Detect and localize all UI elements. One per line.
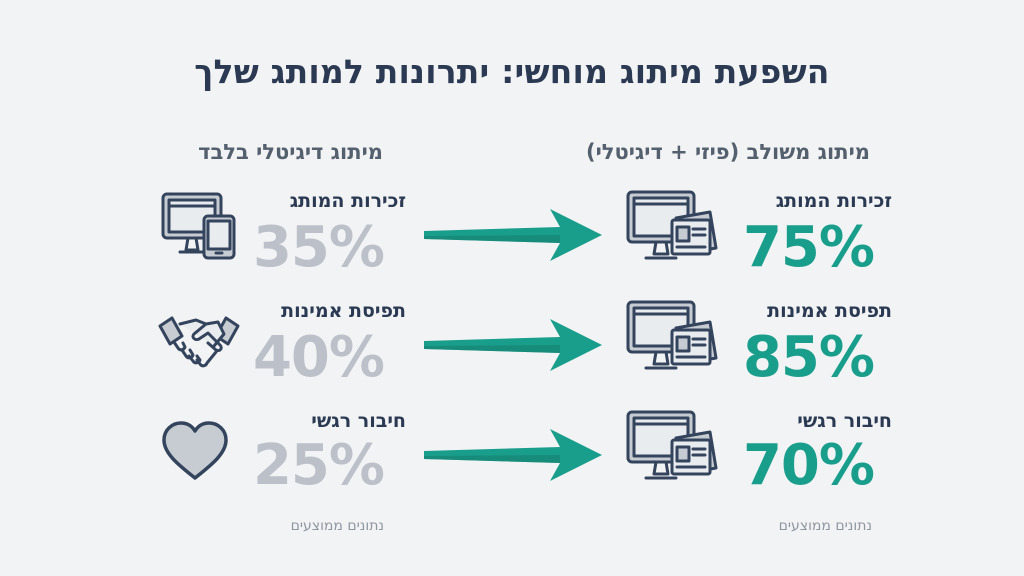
digital-value-trust: 40% bbox=[252, 325, 385, 390]
handshake-icon bbox=[158, 316, 240, 368]
digital-value-recall: 35% bbox=[252, 215, 385, 280]
digital-footnote: נתונים ממוצעים bbox=[290, 518, 384, 534]
hybrid-row-label-recall: זכירות המותג bbox=[775, 190, 892, 212]
digital-row-label-emotional: חיבור רגשי bbox=[311, 410, 406, 432]
monitor-with-cards-icon bbox=[626, 300, 718, 370]
digital-row-label-trust: תפיסת אמינות bbox=[281, 300, 406, 322]
digital-value-emotional: 25% bbox=[252, 433, 385, 498]
hybrid-column-heading: מיתוג משולב (פיזי + דיגיטלי) bbox=[585, 140, 870, 164]
hybrid-value-trust: 85% bbox=[742, 325, 875, 390]
hybrid-footnote: נתונים ממוצעים bbox=[778, 518, 872, 534]
arrow-right-icon bbox=[424, 319, 602, 371]
arrow-right-icon bbox=[424, 209, 602, 261]
hybrid-value-emotional: 70% bbox=[742, 433, 875, 498]
hybrid-row-label-emotional: חיבור רגשי bbox=[797, 410, 892, 432]
monitor-with-cards-icon bbox=[626, 410, 718, 480]
devices-icon bbox=[161, 192, 236, 260]
arrow-right-icon bbox=[424, 429, 602, 481]
hybrid-value-recall: 75% bbox=[742, 215, 875, 280]
hybrid-row-label-trust: תפיסת אמינות bbox=[767, 300, 892, 322]
digital-row-label-recall: זכירות המותג bbox=[289, 190, 406, 212]
monitor-with-cards-icon bbox=[626, 190, 718, 260]
heart-icon bbox=[162, 421, 228, 480]
digital-column-heading: מיתוג דיגיטלי בלבד bbox=[198, 140, 383, 164]
page-title: השפעת מיתוג מוחשי: יתרונות למותג שלך bbox=[194, 52, 830, 91]
